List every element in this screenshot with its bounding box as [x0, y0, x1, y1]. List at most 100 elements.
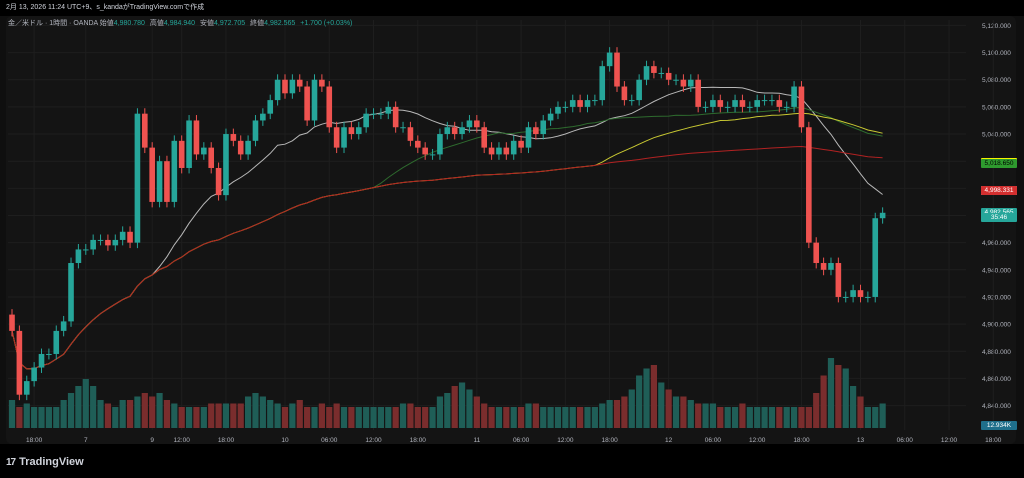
volume-bar	[119, 400, 126, 428]
volume-bar	[658, 382, 665, 428]
volume-bar	[621, 396, 628, 428]
volume-bar	[171, 403, 178, 428]
volume-bar	[67, 393, 75, 428]
volume-bar	[672, 396, 680, 428]
candle-body	[577, 100, 583, 107]
candle-body	[178, 140, 185, 168]
volume-bar	[805, 407, 812, 428]
candle-body	[341, 127, 347, 148]
candle-body	[717, 100, 724, 107]
volume-bar	[407, 403, 414, 428]
tradingview-logo-icon: 17	[6, 456, 16, 468]
volume-bar	[702, 403, 709, 428]
x-tick-label: 12:00	[941, 437, 958, 444]
volume-bar	[222, 403, 230, 428]
x-tick-label: 12	[665, 437, 673, 444]
brand[interactable]: 17 TradingView	[6, 456, 84, 468]
volume-bar	[517, 407, 525, 428]
brand-name: TradingView	[19, 456, 84, 468]
volume-bar	[377, 407, 385, 428]
candle-body	[53, 330, 60, 354]
volume-bar	[503, 407, 510, 428]
volume-bar	[835, 365, 842, 428]
candle-body	[289, 79, 296, 94]
candle-body	[643, 66, 650, 80]
volume-bar	[451, 386, 458, 428]
volume-bar	[363, 407, 370, 428]
volume-bar	[422, 407, 429, 428]
candle-body	[835, 263, 842, 297]
volume-bar	[606, 400, 613, 428]
volume-bar	[731, 407, 739, 428]
candle-body	[776, 100, 783, 107]
candle-body	[857, 290, 864, 297]
candle-body	[444, 127, 451, 135]
volume-bar	[53, 407, 60, 428]
volume-bar	[458, 382, 466, 428]
x-tick-label: 18:00	[985, 437, 1002, 444]
volume-bar	[252, 393, 259, 428]
volume-bar	[481, 403, 488, 428]
volume-bar	[237, 403, 244, 428]
candle-body	[680, 79, 687, 87]
volume-bar	[311, 407, 318, 428]
candle-body	[171, 140, 178, 202]
volume-bar	[746, 407, 753, 428]
candle-body	[636, 79, 642, 101]
caption-text: 2月 13, 2026 11:24 UTC+9、s_kandaがTradingV…	[6, 4, 205, 11]
candle-body	[754, 100, 760, 107]
volume-bar	[163, 400, 171, 428]
volume-bar	[650, 365, 657, 428]
volume-bar	[695, 403, 702, 428]
volume-bar	[208, 403, 215, 428]
volume-bar	[16, 407, 23, 428]
volume-bar	[739, 403, 746, 428]
y-tick-label: 4,920.000	[982, 294, 1011, 301]
volume-bar	[193, 407, 200, 428]
candle-body	[363, 113, 369, 128]
candle-body	[606, 52, 613, 67]
volume-bar	[820, 375, 827, 428]
candle-body	[400, 127, 406, 129]
volume-bar	[827, 358, 835, 428]
volume-bar	[569, 407, 576, 428]
candle-body	[245, 140, 251, 155]
candle-body	[562, 106, 569, 108]
candle-body	[710, 100, 716, 107]
volume-bar	[466, 389, 473, 428]
volume-bar	[60, 400, 67, 428]
volume-bar	[495, 407, 503, 428]
volume-bar	[355, 407, 362, 428]
candle-body	[348, 127, 355, 135]
volume-bar	[274, 403, 281, 428]
y-tick-label: 5,040.000	[982, 132, 1011, 139]
candle-body	[687, 79, 694, 87]
volume-bar	[577, 407, 584, 428]
volume-bar	[392, 407, 399, 428]
footer-bar	[0, 444, 1024, 478]
y-tick-label: 4,860.000	[982, 376, 1011, 383]
volume-tag: 12.934K	[981, 421, 1017, 430]
volume-bar	[717, 407, 724, 428]
volume-bar	[8, 400, 16, 428]
candle-body	[569, 100, 576, 107]
legend-low-label: 安値	[200, 20, 215, 27]
legend-open-label: 始値	[99, 20, 114, 27]
volume-bar	[304, 407, 311, 428]
volume-bar	[783, 407, 790, 428]
volume-bar	[754, 407, 761, 428]
volume-bar	[296, 400, 303, 428]
candle-body	[215, 167, 222, 196]
candle-body	[355, 127, 362, 135]
y-tick-label: 4,840.000	[982, 403, 1011, 410]
volume-bar	[230, 403, 237, 428]
candle-body	[370, 113, 377, 115]
legend-low: 4,972.705	[214, 20, 246, 27]
price-tag: 4,982.565	[981, 207, 1017, 217]
candle-body	[865, 296, 871, 298]
candle-body	[621, 86, 628, 101]
x-tick-label: 18:00	[601, 437, 618, 444]
x-tick-label: 12:00	[174, 437, 191, 444]
